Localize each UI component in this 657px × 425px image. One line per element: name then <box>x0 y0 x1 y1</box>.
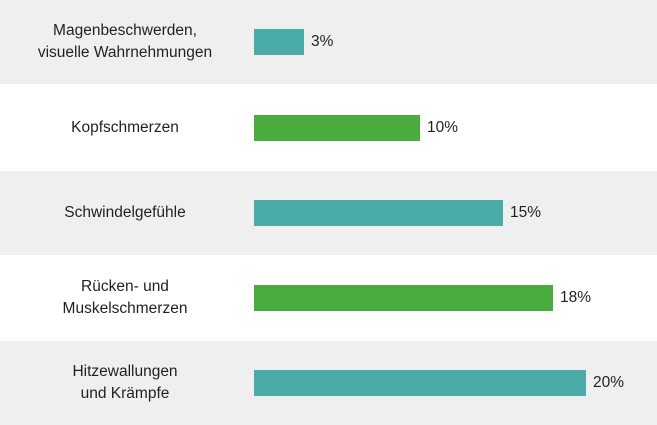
chart-row: Hitzewallungen und Krämpfe 20% <box>0 341 657 425</box>
data-label: 20% <box>593 374 625 391</box>
data-label: 10% <box>427 119 459 136</box>
bar <box>254 29 304 55</box>
category-label: Rücken- und Muskelschmerzen <box>62 278 188 317</box>
chart-row: Schwindelgefühle 15% <box>0 171 657 255</box>
data-label: 15% <box>510 204 542 221</box>
bar <box>254 285 553 311</box>
bar <box>254 200 503 226</box>
category-label: Hitzewallungen und Krämpfe <box>72 363 178 402</box>
category-label: Magenbeschwerden, visuelle Wahrnehmungen <box>37 22 213 61</box>
chart-row: Kopfschmerzen 10% <box>0 86 657 170</box>
bar <box>254 370 586 396</box>
data-label: 18% <box>560 289 592 306</box>
category-label: Schwindelgefühle <box>64 204 186 221</box>
chart-row: Rücken- und Muskelschmerzen 18% <box>0 256 657 340</box>
category-label: Kopfschmerzen <box>71 119 179 136</box>
chart-row: Magenbeschwerden, visuelle Wahrnehmungen 3… <box>0 0 657 84</box>
data-label: 3% <box>311 33 334 50</box>
bar <box>254 115 420 141</box>
